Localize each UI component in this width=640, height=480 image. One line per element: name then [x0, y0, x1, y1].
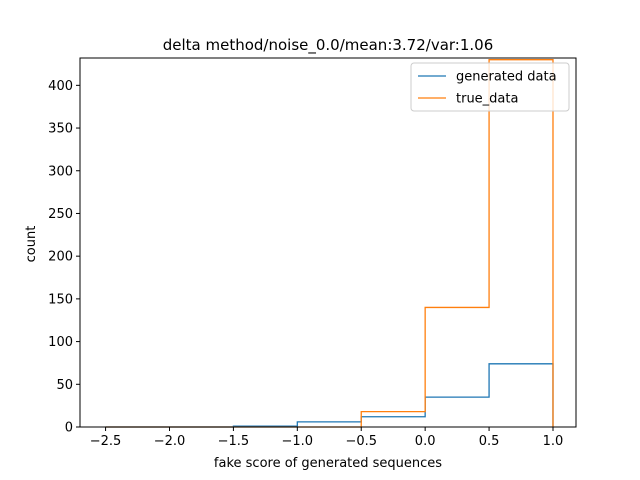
plot-frame	[79, 57, 577, 428]
x-tick-label: −2.5	[90, 434, 122, 449]
legend-label-generated-data: generated data	[456, 70, 557, 85]
x-tick-label: 0.5	[479, 434, 500, 449]
y-tick-label: 400	[48, 79, 73, 94]
legend: generated data true_data	[410, 62, 570, 112]
x-axis-label: fake score of generated sequences	[214, 456, 442, 471]
histogram-step-true-data	[105, 59, 554, 428]
histogram-step-generated-data	[105, 363, 554, 428]
x-tick-label: 0.0	[415, 434, 436, 449]
x-tick-label: −2.0	[154, 434, 186, 449]
y-tick-label: 350	[48, 122, 73, 137]
x-tick-label: −1.5	[218, 434, 250, 449]
legend-box	[410, 62, 570, 112]
chart-title: delta method/noise_0.0/mean:3.72/var:1.0…	[163, 36, 494, 55]
y-tick-label: 0	[65, 421, 73, 436]
y-tick-label: 100	[48, 335, 73, 350]
y-tick-label: 150	[48, 292, 73, 307]
y-axis: 0 50 100 150 200 250 300 350 400	[48, 79, 80, 436]
legend-label-true-data: true_data	[456, 92, 518, 107]
x-tick-label: −1.0	[282, 434, 314, 449]
x-tick-label: 1.0	[543, 434, 564, 449]
y-tick-label: 200	[48, 250, 73, 265]
y-tick-label: 50	[56, 378, 73, 393]
y-tick-label: 300	[48, 164, 73, 179]
x-tick-label: −0.5	[345, 434, 377, 449]
y-tick-label: 250	[48, 207, 73, 222]
x-axis: −2.5 −2.0 −1.5 −1.0 −0.5 0.0 0.5 1.0	[90, 427, 564, 449]
y-axis-label: count	[24, 226, 39, 263]
plot-area	[79, 57, 577, 428]
